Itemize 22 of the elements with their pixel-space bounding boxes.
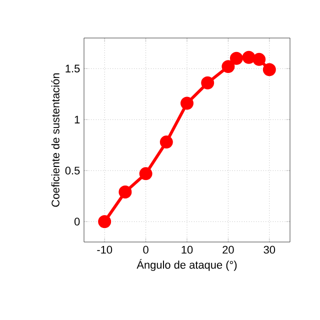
x-axis-title: Ángulo de ataque (°) [136,259,237,271]
point [262,63,276,76]
y-axis-title: Coeficiente de sustentación [51,73,60,207]
y-tick-label: 0.5 [65,166,80,174]
point [201,76,214,90]
x-tick-label: 20 [222,246,234,254]
point [160,136,173,149]
x-tick-label: 30 [264,246,276,254]
y-tick-label: 1 [74,116,80,124]
point [242,50,256,64]
x-tick-label: -10 [97,246,112,254]
point [118,186,132,199]
y-tick-label: 1.5 [66,64,80,72]
y-tick-label: 0 [74,218,80,226]
x-tick-label: 10 [182,246,193,254]
point [139,167,152,180]
point [98,215,112,228]
point [180,96,194,110]
point [252,52,266,66]
point [230,52,243,65]
x-tick-label: 0 [143,246,148,254]
point [222,60,235,74]
